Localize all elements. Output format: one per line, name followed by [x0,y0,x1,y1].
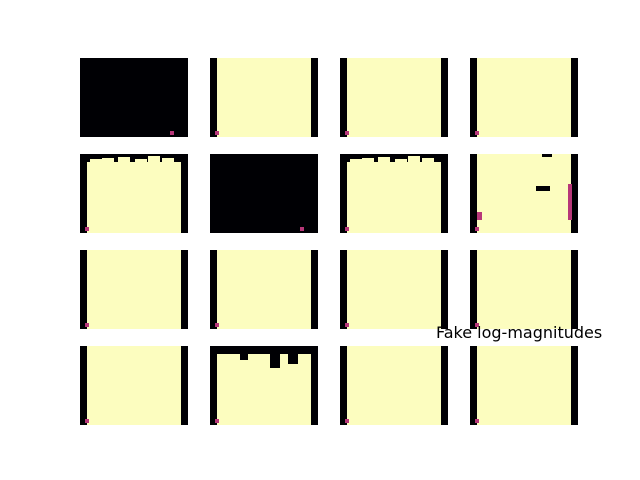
panel-bright-area [217,250,311,329]
panel-edge-glow [477,212,482,220]
panel-speck [300,227,304,231]
panel-notch [288,354,298,364]
panel-top-bump [162,158,174,162]
panel-corner-speck [85,323,89,327]
panel-top-bump [350,159,362,162]
panel-notch [270,354,280,368]
panel-top-bump [90,159,102,162]
panel-top-bump [118,157,130,162]
panel-bright-area [347,58,441,137]
panel-bright-area [477,250,571,329]
panel-bright-area [87,162,181,233]
panel-top-bump [135,159,147,162]
panel-top-bump [102,158,114,162]
panel-bright-area [477,154,571,233]
heatmap-panel-r1c2 [340,154,448,233]
panel-corner-speck [215,419,219,423]
panel-corner-speck [215,131,219,135]
panel-top-bump [422,158,434,162]
panel-speck [536,186,550,191]
heatmap-panel-r3c3 [470,346,578,425]
panel-corner-speck [475,323,479,327]
panel-corner-speck [475,419,479,423]
panel-corner-speck [345,227,349,231]
panel-bright-area [477,346,571,425]
panel-notch [240,354,248,360]
heatmap-panel-r2c3 [470,250,578,329]
panel-edge-glow [568,184,572,220]
heatmap-panel-r2c0 [80,250,188,329]
chart-title: Fake log-magnitudes [436,323,603,342]
panel-bright-area [477,58,571,137]
heatmap-panel-r1c3 [470,154,578,233]
panel-top-bump [378,157,390,162]
panel-top-bump [395,159,407,162]
panel-corner-speck [475,131,479,135]
heatmap-panel-r3c2 [340,346,448,425]
heatmap-panel-r1c0 [80,154,188,233]
heatmap-panel-r1c1 [210,154,318,233]
heatmap-panel-r0c0 [80,58,188,137]
panel-corner-speck [85,227,89,231]
panel-corner-speck [475,227,479,231]
panel-top-bump [148,156,160,162]
panel-background [210,154,318,233]
panel-corner-speck [345,323,349,327]
heatmap-panel-r3c0 [80,346,188,425]
panel-bright-area [347,162,441,233]
panel-top-bump [408,156,420,162]
heatmap-panel-r2c2 [340,250,448,329]
panel-corner-speck [345,419,349,423]
panel-corner-speck [345,131,349,135]
panel-corner-speck [85,419,89,423]
panel-corner-speck [215,323,219,327]
panel-bright-area [87,346,181,425]
heatmap-panel-r3c1 [210,346,318,425]
panel-bright-area [217,354,311,425]
panel-bright-area [87,250,181,329]
panel-speck [542,154,552,157]
panel-speck [170,131,174,135]
panel-top-bump [362,158,374,162]
panel-bright-area [347,346,441,425]
panel-background [80,58,188,137]
heatmap-panel-r0c1 [210,58,318,137]
panel-bright-area [347,250,441,329]
heatmap-panel-r0c3 [470,58,578,137]
heatmap-panel-r2c1 [210,250,318,329]
panel-bright-area [217,58,311,137]
heatmap-panel-r0c2 [340,58,448,137]
